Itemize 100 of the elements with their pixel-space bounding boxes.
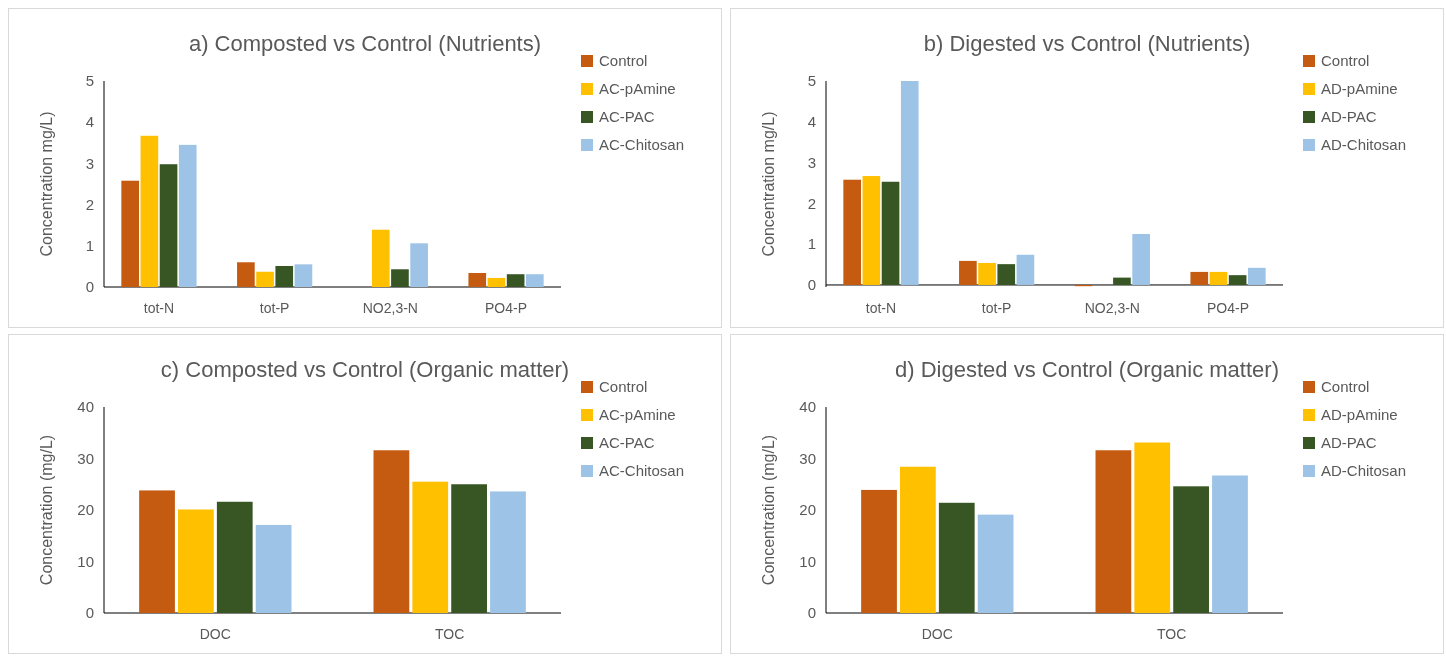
y-tick-label: 1 <box>85 237 94 255</box>
legend-label: AC-PAC <box>599 108 655 126</box>
x-tick-label: DOC <box>199 626 231 642</box>
legend-label: Control <box>599 378 648 396</box>
y-tick-label: 40 <box>77 398 94 416</box>
y-tick-label: 2 <box>807 194 816 212</box>
legend-label: AD-pAmine <box>1321 80 1398 98</box>
bar <box>978 262 996 285</box>
bar <box>1132 233 1150 285</box>
bar <box>1228 275 1247 285</box>
legend-label: AD-Chitosan <box>1321 462 1407 480</box>
legend-label: AC-pAmine <box>599 80 676 98</box>
bar <box>490 491 526 613</box>
bar <box>410 243 428 287</box>
chart-title: b) Digested vs Control (Nutrients) <box>923 31 1251 56</box>
bar <box>881 181 900 285</box>
bar <box>861 489 897 613</box>
y-tick-label: 3 <box>85 154 94 172</box>
bar <box>900 81 919 285</box>
y-axis-title: Concentration (mg/L) <box>760 434 777 586</box>
bar <box>451 484 487 613</box>
bar <box>159 164 178 287</box>
y-tick-label: 30 <box>799 449 816 467</box>
legend-label: AC-PAC <box>599 434 655 452</box>
bar <box>178 144 197 287</box>
y-tick-label: 30 <box>77 449 94 467</box>
bar <box>468 272 487 287</box>
legend-label: AD-PAC <box>1321 434 1377 452</box>
bar <box>391 269 409 287</box>
bar <box>526 274 544 287</box>
bar <box>1212 475 1248 613</box>
y-tick-label: 10 <box>77 552 94 570</box>
legend-label: AC-Chitosan <box>599 136 685 154</box>
bar <box>487 277 506 287</box>
bar <box>862 176 881 285</box>
legend-label: AD-pAmine <box>1321 406 1398 424</box>
chart-title: d) Digested vs Control (Organic matter) <box>895 357 1279 382</box>
bar <box>1095 450 1132 613</box>
chart-title: a) Composted vs Control (Nutrients) <box>188 31 542 56</box>
x-tick-label: TOC <box>1157 626 1187 642</box>
bar <box>139 490 175 613</box>
x-tick-label: NO2,3-N <box>362 300 418 316</box>
y-tick-label: 4 <box>85 113 94 131</box>
bar <box>275 265 294 287</box>
y-axis-title: Concentration mg/L) <box>38 111 55 257</box>
bar <box>1209 271 1228 285</box>
x-tick-label: NO2,3-N <box>1084 300 1140 316</box>
bar <box>373 450 410 613</box>
bar <box>140 135 159 287</box>
y-tick-label: 0 <box>85 604 94 622</box>
bar <box>1016 254 1035 285</box>
legend-label: AC-pAmine <box>599 406 676 424</box>
y-tick-label: 40 <box>799 398 816 416</box>
bar <box>412 481 449 613</box>
bar <box>121 180 139 287</box>
bar <box>1190 271 1209 285</box>
y-axis-title: Concentration (mg/L) <box>38 434 55 586</box>
y-tick-label: 0 <box>807 276 816 294</box>
legend-label: Control <box>1321 52 1370 70</box>
bar <box>900 466 936 613</box>
bar <box>178 509 214 613</box>
x-tick-label: tot-N <box>143 300 175 316</box>
bar <box>216 501 253 613</box>
bar <box>977 514 1014 613</box>
legend-label: Control <box>1321 378 1370 396</box>
x-tick-label: PO4-P <box>1207 300 1250 316</box>
x-tick-label: tot-P <box>259 300 290 316</box>
y-tick-label: 0 <box>85 278 94 296</box>
x-tick-label: PO4-P <box>485 300 528 316</box>
legend-label: AD-Chitosan <box>1321 136 1407 154</box>
x-tick-label: tot-P <box>981 300 1012 316</box>
x-tick-label: DOC <box>921 626 953 642</box>
bar <box>1134 442 1171 613</box>
bar <box>255 524 292 613</box>
bar <box>237 262 255 287</box>
bar <box>959 260 977 285</box>
legend-label: AC-Chitosan <box>599 462 685 480</box>
x-tick-label: tot-N <box>865 300 897 316</box>
y-tick-label: 0 <box>807 604 816 622</box>
bar <box>1248 267 1266 285</box>
y-tick-label: 4 <box>807 113 816 131</box>
y-tick-label: 1 <box>807 235 816 253</box>
legend-label: AD-PAC <box>1321 108 1377 126</box>
y-tick-label: 5 <box>85 72 94 90</box>
bar <box>506 274 525 287</box>
bar <box>294 264 313 287</box>
y-tick-label: 20 <box>799 501 816 519</box>
bar <box>1173 486 1209 613</box>
bar <box>997 264 1016 285</box>
x-tick-label: TOC <box>435 626 465 642</box>
bar <box>938 502 975 613</box>
y-tick-label: 5 <box>807 72 816 90</box>
chart-title: c) Composted vs Control (Organic matter) <box>160 357 570 382</box>
bar <box>843 179 861 285</box>
bar <box>256 271 274 287</box>
y-tick-label: 20 <box>77 501 94 519</box>
y-axis-title: Concentration mg/L) <box>760 111 777 257</box>
legend-label: Control <box>599 52 648 70</box>
y-tick-label: 10 <box>799 552 816 570</box>
bar <box>371 229 390 287</box>
